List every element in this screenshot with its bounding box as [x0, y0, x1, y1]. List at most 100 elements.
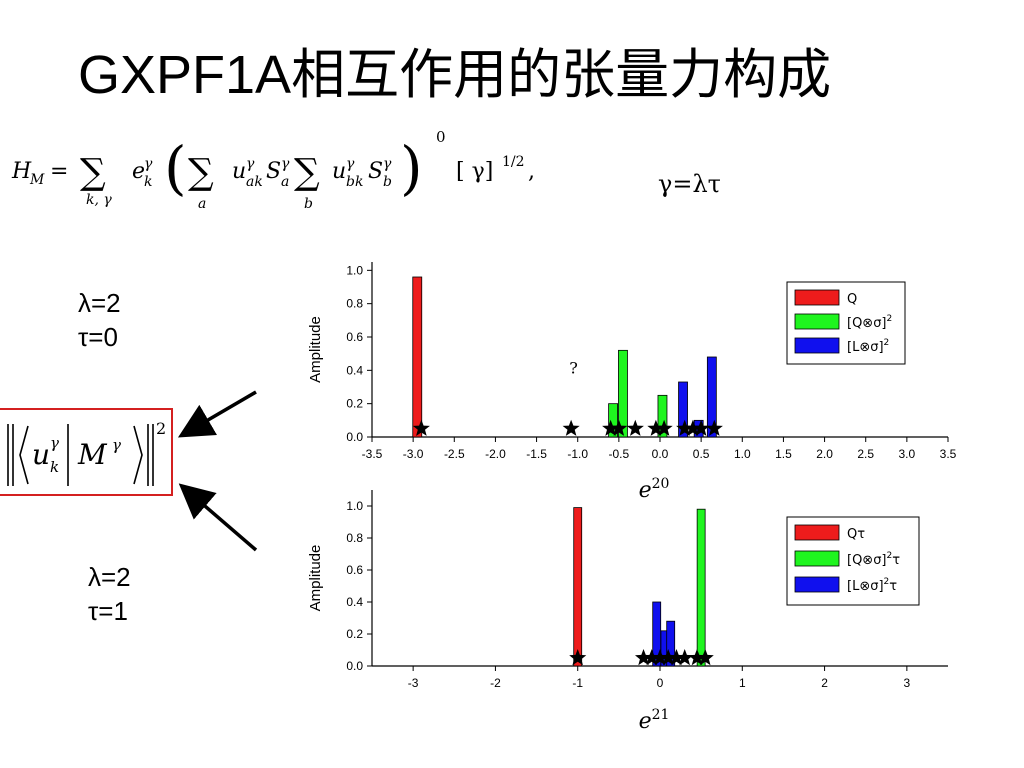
x-tick-label: -2: [490, 676, 501, 690]
x-tick-label: -2.5: [444, 447, 465, 461]
legend-label: [Q⊗σ]2: [847, 314, 892, 331]
svg-text:b: b: [383, 174, 392, 190]
arrow-bottom: [178, 483, 258, 552]
formula-sup: γ: [144, 156, 153, 172]
y-tick-label: 1.0: [346, 263, 363, 277]
bar: [657, 394, 668, 438]
y-tick-label: 0.0: [346, 430, 363, 444]
star-marker: [684, 419, 702, 436]
matrix-u: u: [32, 438, 50, 471]
star-marker: [705, 419, 723, 436]
y-tick-label: 0.6: [346, 563, 363, 577]
formula-tail: [ γ]: [456, 159, 493, 184]
legend-swatch: [794, 313, 840, 330]
svg-text:): ): [400, 134, 423, 202]
formula-lhs: H: [11, 159, 32, 184]
star-marker: [667, 649, 685, 666]
svg-text:γ: γ: [281, 156, 290, 172]
star-marker: [569, 649, 587, 666]
x-axis-label-sup: 20: [652, 476, 670, 492]
y-tick-label: 0.6: [346, 330, 363, 344]
svg-text:γ: γ: [246, 156, 255, 172]
x-tick-label: 1.0: [734, 447, 751, 461]
y-tick-label: 0.2: [346, 397, 363, 411]
x-tick-label: 1.5: [775, 447, 792, 461]
svg-text:∑: ∑: [188, 152, 214, 193]
bar: [412, 276, 423, 438]
y-tick-label: 0.4: [346, 595, 363, 609]
svg-text:γ: γ: [346, 156, 355, 172]
arrows: [177, 390, 258, 552]
y-tick-label: 1.0: [346, 499, 363, 513]
x-axis-label-sup: 21: [652, 707, 670, 723]
matrix-element: u γ k M γ 2: [7, 419, 166, 486]
formula-lhs-sub: M: [29, 172, 45, 188]
y-axis-label: Amplitude: [307, 545, 324, 612]
x-tick-label: 3: [904, 676, 911, 690]
star-marker: [635, 649, 653, 666]
x-tick-label: 0.5: [693, 447, 710, 461]
svg-text:u: u: [332, 159, 346, 184]
x-tick-label: 1: [739, 676, 746, 690]
annotation: ?: [569, 359, 578, 378]
legend-swatch: [794, 289, 840, 306]
svg-text:=: =: [50, 159, 68, 184]
lambda-top: λ=2: [78, 288, 121, 318]
x-axis-label: e20: [639, 476, 670, 503]
svg-text:bk: bk: [346, 174, 363, 190]
svg-text:S: S: [368, 159, 383, 184]
svg-text:γ: γ: [383, 156, 392, 172]
svg-text:,: ,: [528, 159, 535, 184]
formula-sum-sub-b: b: [304, 196, 313, 212]
svg-text:a: a: [281, 174, 289, 190]
formula-sum-sub-a: a: [198, 196, 206, 212]
svg-text:S: S: [266, 159, 281, 184]
x-tick-label: -1.5: [526, 447, 547, 461]
legend: Q [Q⊗σ]2 [L⊗σ]2: [786, 281, 906, 365]
x-tick-label: -3: [408, 676, 419, 690]
gamma-definition: γ=λτ: [658, 170, 721, 198]
x-tick-label: 3.5: [940, 447, 957, 461]
star-marker: [651, 649, 669, 666]
lambda-bottom: λ=2: [88, 562, 131, 592]
star-marker: [692, 419, 710, 436]
x-tick-label: -3.5: [362, 447, 383, 461]
y-tick-label: 0.8: [346, 531, 363, 545]
x-tick-label: 0: [657, 676, 664, 690]
x-tick-label: -2.0: [485, 447, 506, 461]
star-marker: [626, 419, 644, 436]
hamiltonian-formula: H M = ∑ k, γ e γ k ( ∑ a u γ ak S γ a ∑ …: [11, 128, 535, 212]
legend-label: [L⊗σ]2: [847, 338, 889, 355]
svg-text:ak: ak: [246, 174, 263, 190]
chart-top: -3.5 -3.0 -2.5 -2.0 -1.5 -1.0 -0.5 0.0 0.5 1.0 1.5…: [307, 262, 957, 503]
params-bottom: λ=2 τ=1: [88, 560, 131, 628]
arrow-top: [177, 390, 257, 438]
x-tick-label: 2.5: [857, 447, 874, 461]
y-tick-label: 0.0: [346, 659, 363, 673]
star-marker: [676, 649, 694, 666]
svg-text:e: e: [132, 159, 145, 184]
formula-tail-sup: 1/2: [502, 154, 525, 170]
star-marker: [610, 419, 628, 436]
bar: [608, 403, 618, 438]
svg-text:γ: γ: [112, 436, 121, 454]
formula-outer-sup: 0: [436, 128, 446, 146]
star-marker: [655, 419, 673, 436]
svg-text:k: k: [144, 174, 152, 190]
bar: [706, 356, 717, 438]
svg-text:∑: ∑: [294, 152, 320, 193]
chart-bottom: -3 -2 -1 0 1 2 3 0.0 0.2 0.4 0.6 0.8 1.0 Amplitude e21…: [307, 490, 948, 734]
x-axis-label: e21: [639, 707, 670, 734]
bar: [696, 508, 706, 667]
x-tick-label: -1: [572, 676, 583, 690]
legend-label: [L⊗σ]2τ: [847, 577, 897, 594]
formula-sum-sub-k: k, γ: [86, 192, 112, 208]
matrix-power: 2: [156, 419, 166, 438]
x-tick-label: 0.0: [652, 447, 669, 461]
svg-text:γ: γ: [50, 434, 59, 452]
star-marker: [647, 419, 665, 436]
bar: [666, 620, 676, 667]
tau-top: τ=0: [78, 322, 118, 352]
x-tick-label: -1.0: [567, 447, 588, 461]
